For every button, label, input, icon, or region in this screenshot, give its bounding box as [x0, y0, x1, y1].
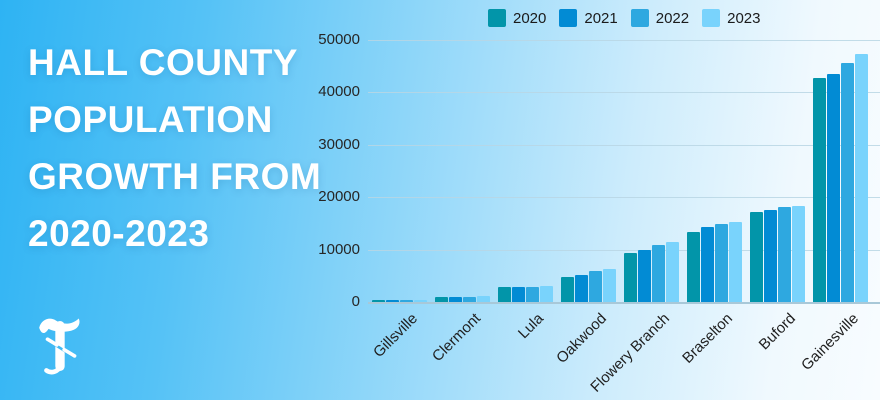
bar-2023-oakwood [603, 269, 616, 302]
title-line-3: GROWTH FROM [28, 156, 322, 197]
bar-group-gillsville [368, 40, 431, 302]
bar-2021-oakwood [575, 274, 588, 302]
bar-2020-buford [750, 212, 763, 302]
bar-group-oakwood [557, 40, 620, 302]
bar-2020-braselton [687, 231, 700, 302]
legend-swatch-2020 [488, 9, 506, 27]
y-tick-30000: 30000 [318, 135, 360, 153]
x-tick-gillsville: Gillsville [369, 310, 421, 361]
bar-2023-clermont [477, 296, 490, 302]
bar-2020-lula [498, 287, 511, 302]
gridline-50000 [368, 40, 880, 41]
x-tick-oakwood: Oakwood [552, 310, 610, 367]
bar-group-lula [494, 40, 557, 302]
bar-2020-oakwood [561, 277, 574, 302]
blackletter-t-icon [39, 318, 80, 375]
bar-2021-buford [764, 209, 777, 302]
bar-2021-lula [512, 287, 525, 302]
bar-groups [368, 40, 872, 302]
bar-2022-buford [778, 207, 791, 302]
title-line-4: 2020-2023 [28, 213, 210, 254]
y-tick-40000: 40000 [318, 83, 360, 101]
x-axis-line [368, 302, 880, 304]
times-blackletter-t-logo [34, 312, 86, 380]
bar-2023-flowery-branch [666, 241, 679, 302]
bar-2021-clermont [449, 296, 462, 302]
bar-2022-gainesville [841, 62, 854, 302]
bar-group-braselton [683, 40, 746, 302]
gridline-40000 [368, 92, 880, 94]
gridline-10000 [368, 249, 880, 251]
legend-label-2022: 2022 [655, 9, 690, 27]
legend-swatch-2021 [559, 9, 578, 27]
gridline-30000 [368, 144, 880, 146]
bar-group-flowery-branch [620, 40, 683, 302]
legend-label-2023: 2023 [727, 9, 761, 27]
bar-2021-gainesville [827, 73, 840, 302]
x-tick-gainesville: Gainesville [797, 310, 862, 374]
bar-group-clermont [431, 40, 494, 302]
bar-2021-braselton [701, 227, 714, 302]
bar-2022-clermont [463, 296, 476, 302]
legend-item-2022: 2022 [630, 9, 690, 27]
chart-legend: 2020 2021 2022 2023 [488, 9, 774, 27]
legend-swatch-2022 [630, 9, 649, 27]
bar-2023-gillsville [414, 299, 427, 302]
legend-label-2021: 2021 [584, 9, 618, 27]
bar-2023-buford [792, 206, 805, 302]
legend-item-2020: 2020 [488, 9, 546, 27]
y-tick-50000: 50000 [318, 31, 360, 48]
title-line-1: HALL COUNTY [28, 42, 298, 83]
x-tick-clermont: Clermont [428, 310, 484, 366]
legend-swatch-2023 [702, 9, 721, 27]
bar-group-buford [746, 40, 809, 302]
bar-2022-flowery-branch [652, 244, 665, 302]
legend-item-2023: 2023 [702, 9, 761, 27]
y-tick-20000: 20000 [318, 188, 360, 206]
bar-2023-gainesville [855, 53, 868, 302]
bar-2022-lula [526, 286, 539, 302]
y-tick-10000: 10000 [318, 240, 360, 258]
y-tick-0: 0 [351, 293, 360, 310]
bar-2023-lula [540, 286, 553, 302]
bar-2021-flowery-branch [638, 250, 651, 302]
bar-2022-gillsville [400, 299, 413, 302]
bar-2020-gainesville [813, 77, 826, 302]
page-title: HALL COUNTY POPULATION GROWTH FROM 2020-… [28, 34, 328, 262]
bar-2023-braselton [729, 221, 742, 302]
legend-label-2020: 2020 [513, 9, 547, 27]
bar-2022-oakwood [589, 270, 602, 302]
bar-2020-clermont [435, 297, 448, 302]
bar-2020-flowery-branch [624, 253, 637, 302]
bar-group-gainesville [809, 40, 872, 302]
bar-2021-gillsville [386, 300, 399, 302]
x-tick-buford: Buford [755, 310, 799, 354]
title-line-2: POPULATION [28, 99, 273, 140]
x-tick-braselton: Braselton [678, 310, 736, 367]
legend-item-2021: 2021 [559, 9, 618, 27]
x-tick-lula: Lula [514, 310, 547, 343]
gridline-20000 [368, 197, 880, 199]
chart-plot-area [368, 40, 880, 302]
bar-2022-braselton [715, 224, 728, 302]
bar-2020-gillsville [372, 300, 385, 302]
